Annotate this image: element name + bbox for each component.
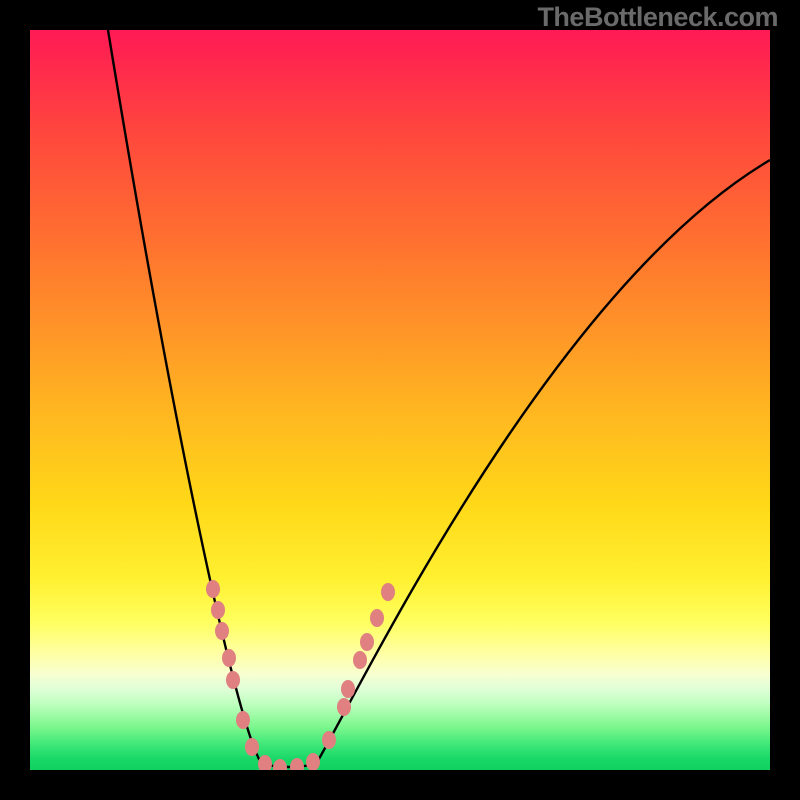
data-point xyxy=(215,622,229,640)
watermark-text: TheBottleneck.com xyxy=(537,2,778,33)
data-point xyxy=(236,711,250,729)
gradient-background xyxy=(30,30,770,770)
data-point xyxy=(245,738,259,756)
data-point xyxy=(370,609,384,627)
data-point xyxy=(353,651,367,669)
data-point xyxy=(341,680,355,698)
bottleneck-curve-plot xyxy=(30,30,770,770)
data-point xyxy=(381,583,395,601)
data-point xyxy=(322,731,336,749)
data-point xyxy=(226,671,240,689)
data-point xyxy=(360,633,374,651)
data-point xyxy=(337,698,351,716)
figure-root: TheBottleneck.com xyxy=(0,0,800,800)
data-point xyxy=(211,601,225,619)
data-point xyxy=(206,580,220,598)
data-point xyxy=(222,649,236,667)
